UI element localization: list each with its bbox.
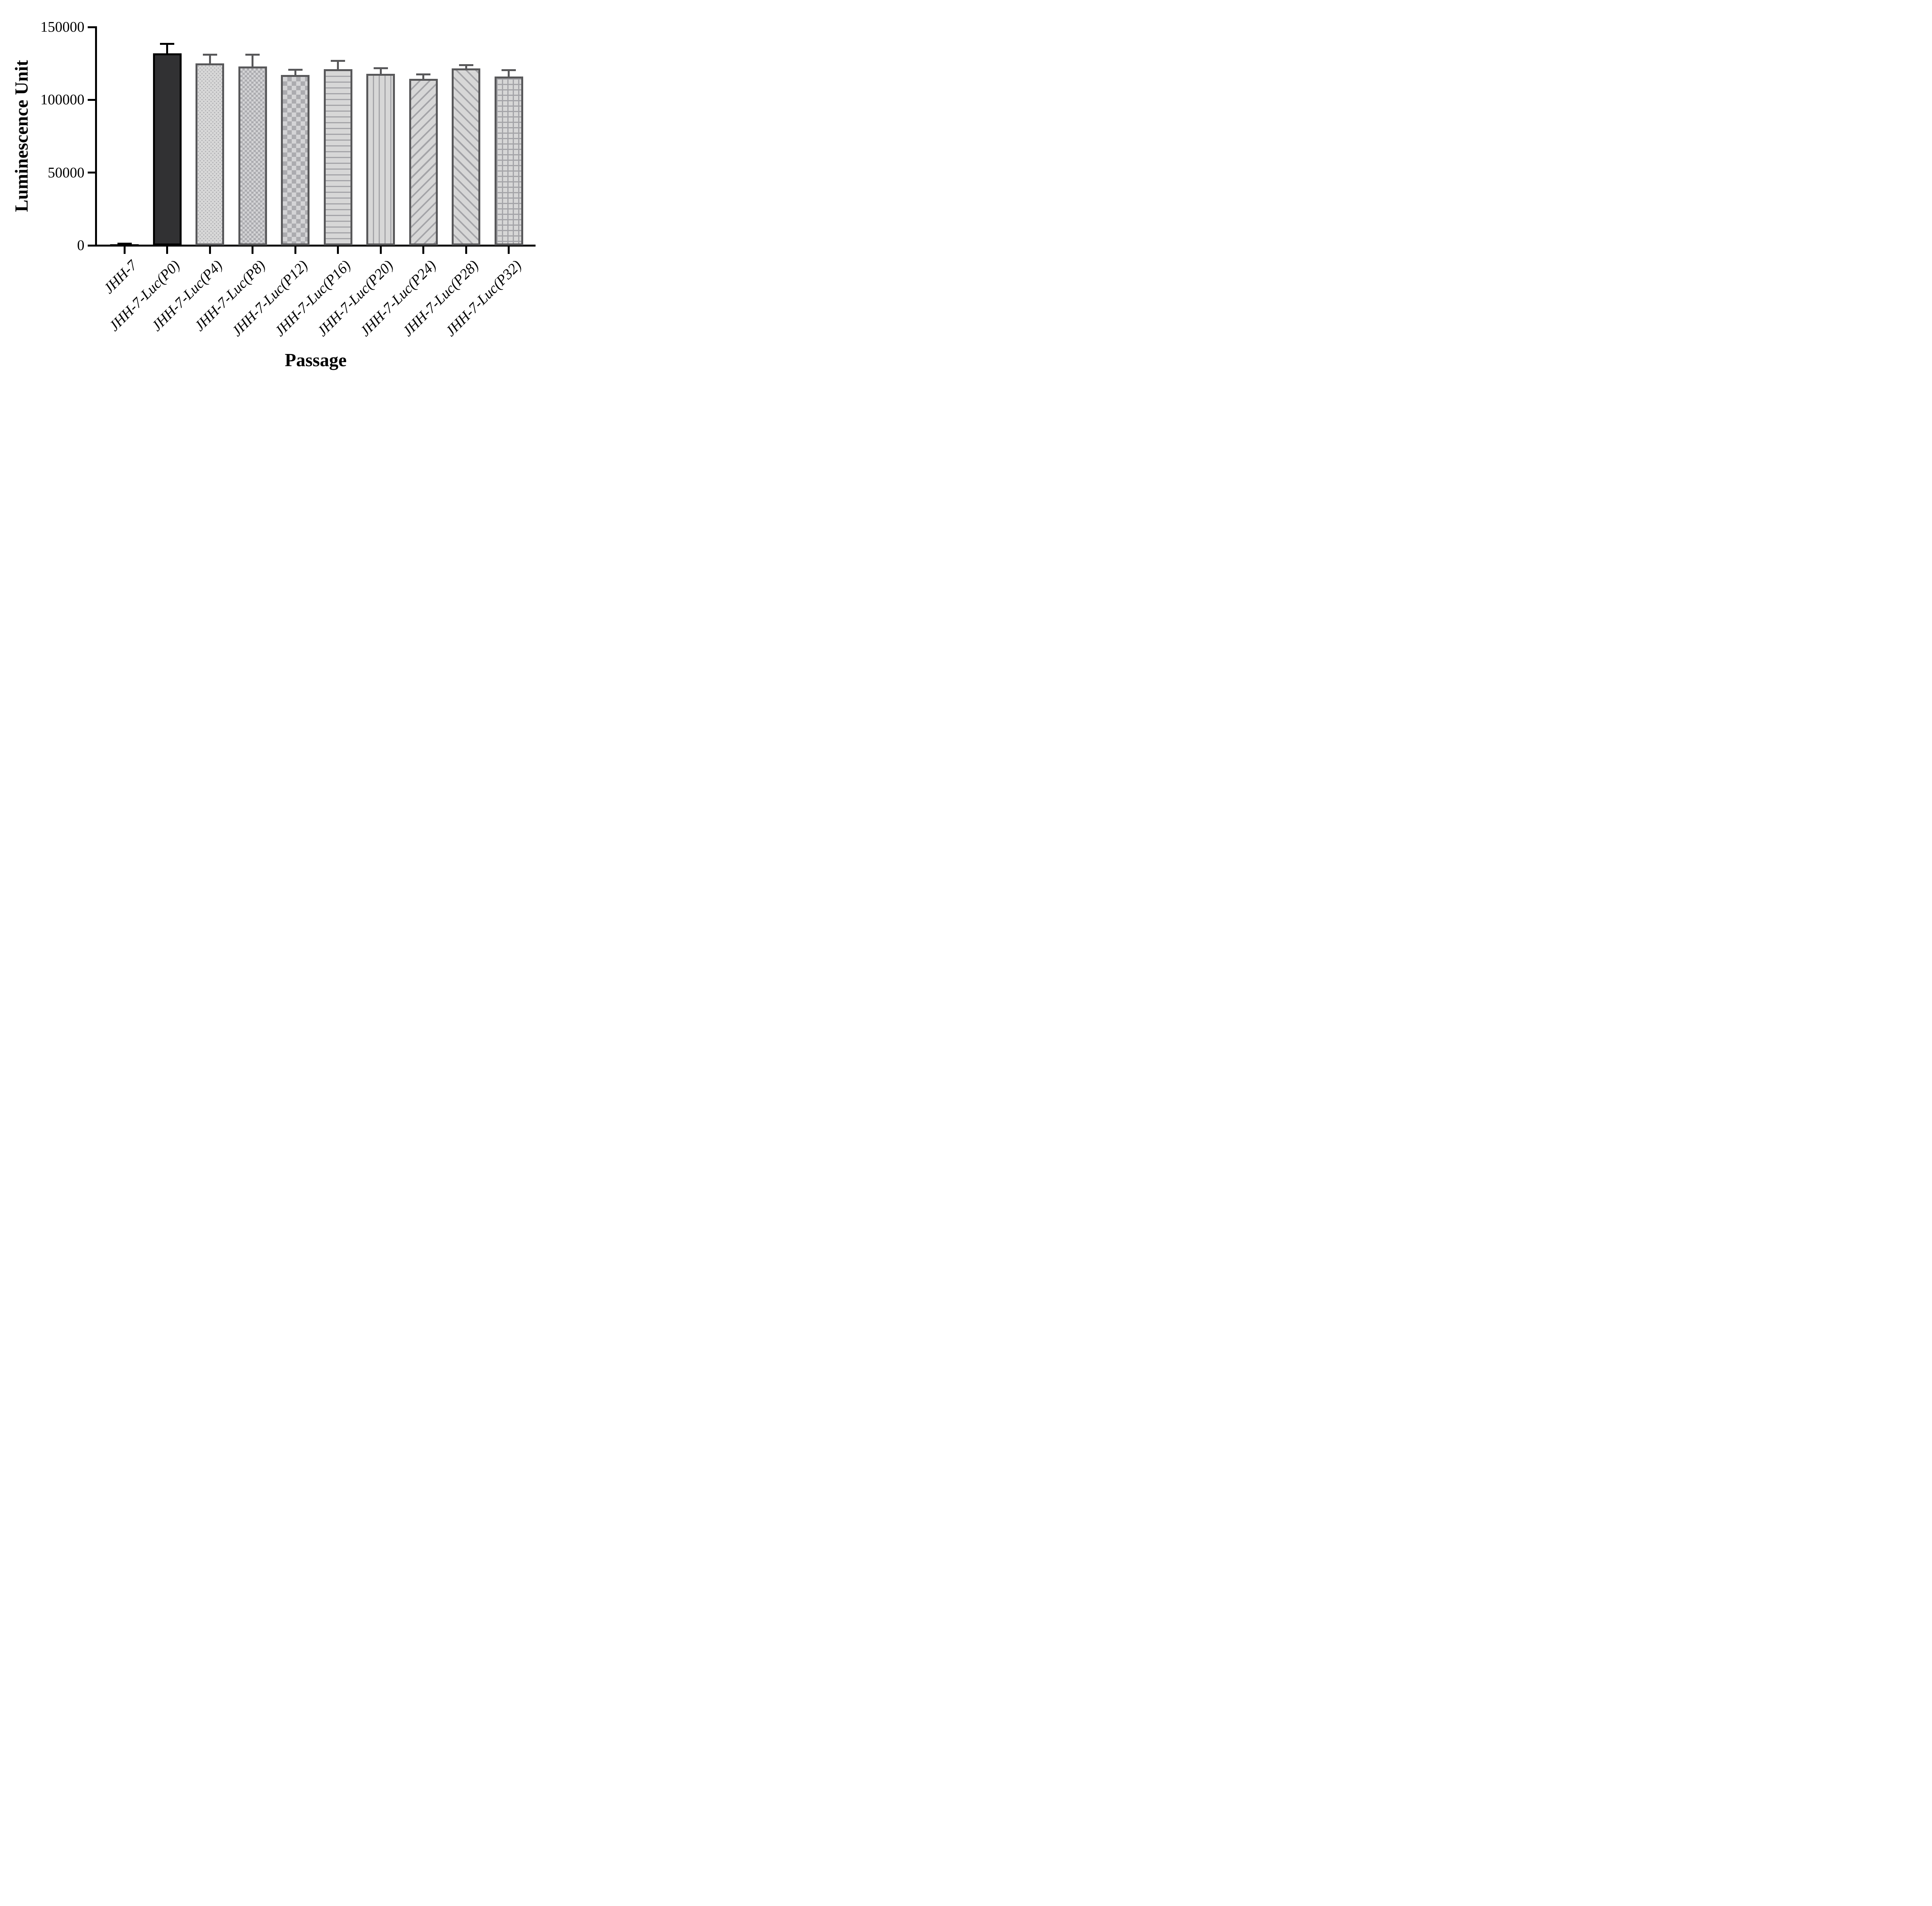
y-tick-label: 50000 xyxy=(48,164,85,181)
error-bar-cap xyxy=(416,73,430,76)
x-axis-tick xyxy=(422,246,424,254)
error-bar-cap xyxy=(288,69,303,71)
error-bar-cap xyxy=(331,60,345,62)
x-axis-tick xyxy=(508,246,510,254)
bar-jhh-7-luc-p16- xyxy=(323,69,352,245)
error-bar-stem xyxy=(508,70,510,77)
x-axis-line xyxy=(95,244,536,247)
error-bar-stem xyxy=(337,61,339,70)
y-axis-tick xyxy=(87,99,95,101)
y-axis-tick xyxy=(87,26,95,28)
bar-chart-figure: 0 50000 100000 150000 JHH-7 JHH-7-Luc(P0) JHH-… xyxy=(0,0,557,381)
bar-jhh-7 xyxy=(110,244,139,245)
error-bar-cap xyxy=(373,67,388,70)
x-axis-tick xyxy=(123,246,126,254)
error-bar-stem xyxy=(379,68,382,74)
error-bar-cap xyxy=(160,43,174,45)
error-bar-cap xyxy=(502,69,516,71)
x-axis-tick xyxy=(337,246,339,254)
error-bar-stem xyxy=(294,70,296,75)
x-axis-title: Passage xyxy=(285,350,347,371)
bar-jhh-7-luc-p32- xyxy=(494,77,523,245)
y-axis-tick xyxy=(87,172,95,174)
error-bar-stem xyxy=(166,44,168,53)
y-axis-tick xyxy=(87,244,95,247)
x-axis-tick xyxy=(465,246,467,254)
bar-jhh-7-luc-p20- xyxy=(366,73,395,245)
x-axis-tick xyxy=(252,246,253,254)
error-bar-cap xyxy=(202,54,217,56)
y-tick-label: 100000 xyxy=(40,92,85,108)
x-axis-tick xyxy=(209,246,211,254)
bar-jhh-7-luc-p0- xyxy=(153,53,182,245)
x-axis-tick xyxy=(166,246,168,254)
error-bar-cap xyxy=(117,242,132,245)
bar-jhh-7-luc-p28- xyxy=(452,68,480,245)
x-axis-tick xyxy=(379,246,382,254)
error-bar-stem xyxy=(422,74,424,79)
error-bar-cap xyxy=(245,54,260,56)
y-tick-label: 150000 xyxy=(40,19,85,35)
bar-jhh-7-luc-p12- xyxy=(281,75,310,245)
error-bar-stem xyxy=(209,54,211,64)
error-bar-cap xyxy=(459,64,473,66)
y-axis-line xyxy=(95,26,97,247)
y-tick-label: 0 xyxy=(77,237,85,254)
bar-jhh-7-luc-p24- xyxy=(409,78,438,245)
bar-jhh-7-luc-p4- xyxy=(196,63,224,245)
x-axis-tick xyxy=(294,246,296,254)
error-bar-stem xyxy=(465,65,467,69)
error-bar-stem xyxy=(252,54,253,66)
plot-area: 0 50000 100000 150000 JHH-7 JHH-7-Luc(P0) JHH-… xyxy=(0,0,557,381)
y-axis-title: Luminescence Unit xyxy=(11,60,32,212)
bar-jhh-7-luc-p8- xyxy=(238,66,267,245)
